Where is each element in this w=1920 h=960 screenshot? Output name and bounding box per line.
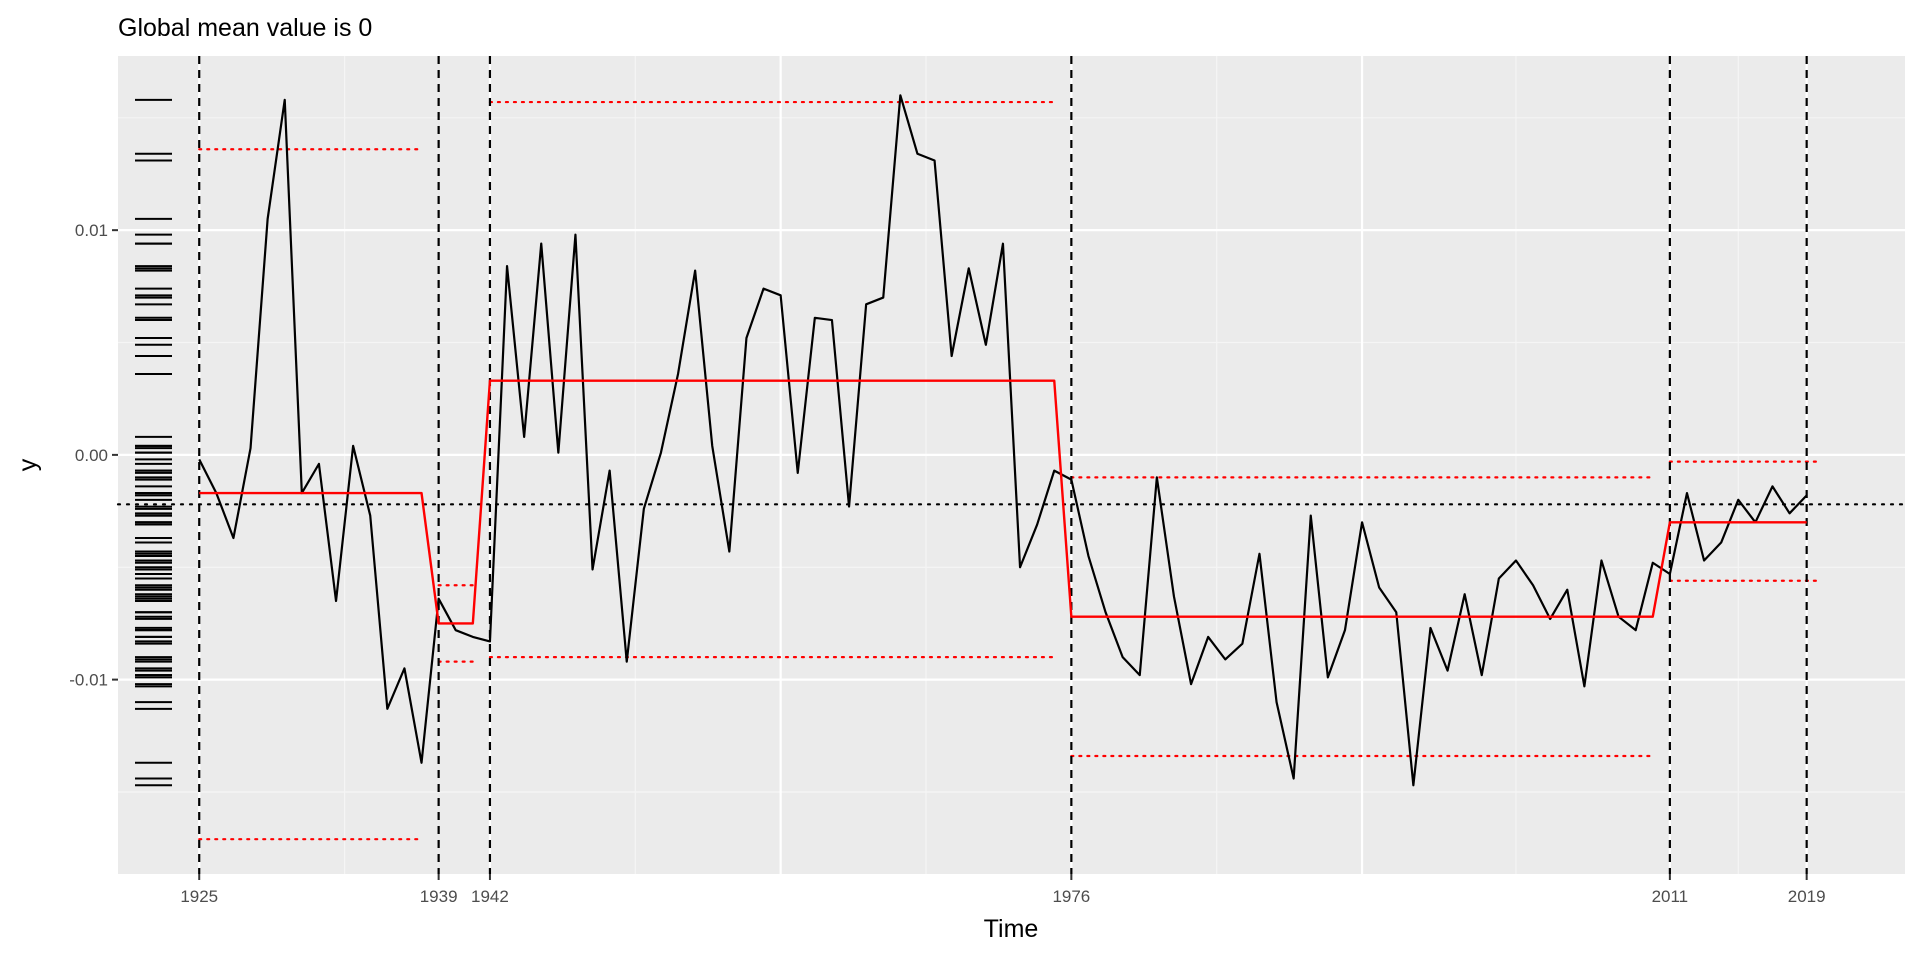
- y-axis-title: y: [14, 458, 42, 471]
- x-axis-title: Time: [984, 915, 1039, 943]
- x-axis: 1925 1939 1942 1976 2011 2019: [180, 874, 1826, 906]
- plot-panel: [118, 56, 1905, 874]
- observed-line: [198, 94, 1808, 787]
- y-tick-label-0: -0.01: [69, 671, 108, 690]
- y-axis: -0.01 0.00 0.01: [69, 221, 118, 690]
- x-tick-label-5: 2019: [1788, 887, 1826, 906]
- observed-series: [198, 94, 1808, 787]
- segment-bound-lines: [198, 100, 1822, 841]
- x-tick-label-4: 2011: [1652, 887, 1689, 906]
- y-tick-label-2: 0.01: [75, 221, 108, 240]
- segment-mean-line: [199, 379, 1807, 625]
- breakpoint-lines: [198, 56, 1808, 874]
- segment-mean-series: [199, 379, 1807, 625]
- minor-gridlines: [118, 56, 1905, 874]
- x-tick-label-2: 1942: [471, 887, 509, 906]
- x-tick-label-1: 1939: [420, 887, 458, 906]
- y-tick-label-1: 0.00: [75, 446, 108, 465]
- rug-marks: [135, 98, 172, 787]
- x-tick-label-0: 1925: [180, 887, 218, 906]
- x-tick-label-3: 1976: [1052, 887, 1090, 906]
- chart-title: Global mean value is 0: [118, 14, 372, 42]
